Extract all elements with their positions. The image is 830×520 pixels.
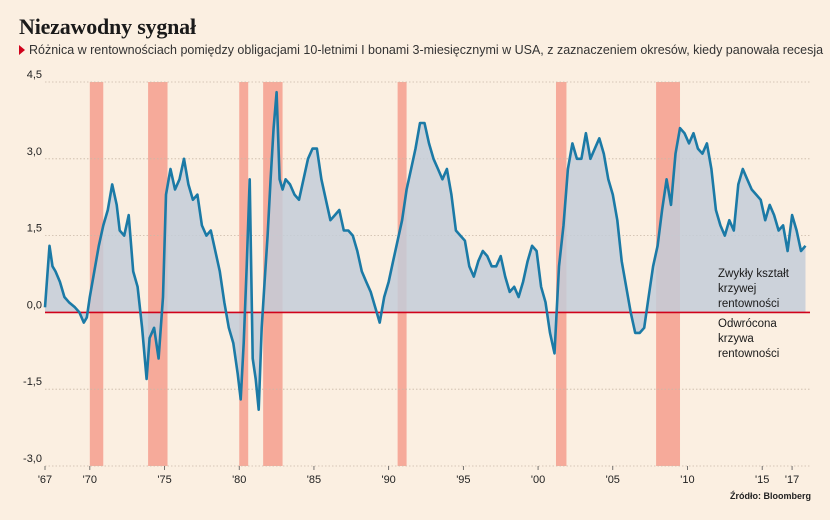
x-tick-label: '90	[381, 474, 395, 486]
chart-subtitle: Różnica w rentownościach pomiędzy obliga…	[19, 43, 823, 57]
annotation-line: krzywej	[718, 283, 756, 295]
annotation-line: rentowności	[718, 348, 779, 360]
annotation-line: Zwykły kształt	[718, 268, 790, 280]
annotation-line: Odwrócona	[718, 318, 777, 330]
x-tick-label: '15	[755, 474, 769, 486]
y-tick-label: 3,0	[27, 146, 42, 158]
spread-area	[45, 92, 806, 410]
y-tick-label: -1,5	[23, 376, 42, 388]
subtitle-marker-icon	[19, 45, 25, 55]
x-tick-label: '17	[785, 474, 799, 486]
annotation-line: krzywa	[718, 333, 754, 345]
x-tick-label: '67	[38, 474, 52, 486]
y-tick-label: 0,0	[27, 299, 42, 311]
spread-line	[43, 90, 807, 411]
x-tick-label: '70	[83, 474, 97, 486]
recession-band-1	[148, 82, 168, 466]
x-axis-ticks: '67 '70 '75 '80 '85 '90 '95 '00 '05 '10 '15 '17	[38, 466, 799, 486]
y-tick-label: 4,5	[27, 69, 42, 81]
x-tick-label: '05	[606, 474, 620, 486]
x-tick-label: '75	[157, 474, 171, 486]
chart-title: Niezawodny sygnał	[19, 14, 196, 39]
x-tick-label: '10	[680, 474, 694, 486]
y-axis-ticks: 4,5 3,0 1,5 0,0 -1,5 -3,0	[23, 69, 42, 465]
x-tick-label: '80	[232, 474, 246, 486]
x-tick-label: '95	[456, 474, 470, 486]
chart-subtitle-text: Różnica w rentownościach pomiędzy obliga…	[29, 43, 824, 57]
annotation-line: rentowności	[718, 298, 779, 310]
x-tick-label: '85	[307, 474, 321, 486]
y-tick-label: -3,0	[23, 453, 42, 465]
recession-band-2	[239, 82, 249, 466]
source-note: Źródło: Bloomberg	[730, 491, 811, 501]
annotations: Zwykły kształt krzywej rentowności Odwrócon…	[718, 268, 790, 360]
y-tick-label: 1,5	[27, 223, 42, 235]
x-tick-label: '00	[531, 474, 545, 486]
